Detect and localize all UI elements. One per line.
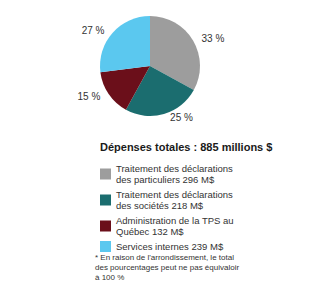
svg-text:27 %: 27 % <box>82 25 105 36</box>
svg-text:Traitement des déclarations: Traitement des déclarations <box>116 163 236 174</box>
svg-text:33 %: 33 % <box>201 33 224 44</box>
svg-text:Administration de la TPS au: Administration de la TPS au <box>116 215 236 226</box>
svg-text:Québec 132 M$: Québec 132 M$ <box>116 226 184 237</box>
svg-text:des pourcentages peut ne pas é: des pourcentages peut ne pas équivaloir <box>95 263 241 272</box>
svg-text:Dépenses totales : 885 million: Dépenses totales : 885 millions $ <box>100 141 272 153</box>
svg-text:* En raison de l'arrondissemen: * En raison de l'arrondissement, le tota… <box>95 253 236 262</box>
svg-text:des particuliers 296 M$: des particuliers 296 M$ <box>116 174 215 185</box>
svg-text:à 100 %: à 100 % <box>95 273 124 282</box>
svg-text:25 %: 25 % <box>170 112 193 123</box>
svg-text:des sociétés 218 M$: des sociétés 218 M$ <box>116 200 204 211</box>
svg-text:Traitement des déclarations: Traitement des déclarations <box>116 189 236 200</box>
svg-text:Services internes 239 M$: Services internes 239 M$ <box>116 241 224 252</box>
svg-text:15 %: 15 % <box>78 91 101 102</box>
